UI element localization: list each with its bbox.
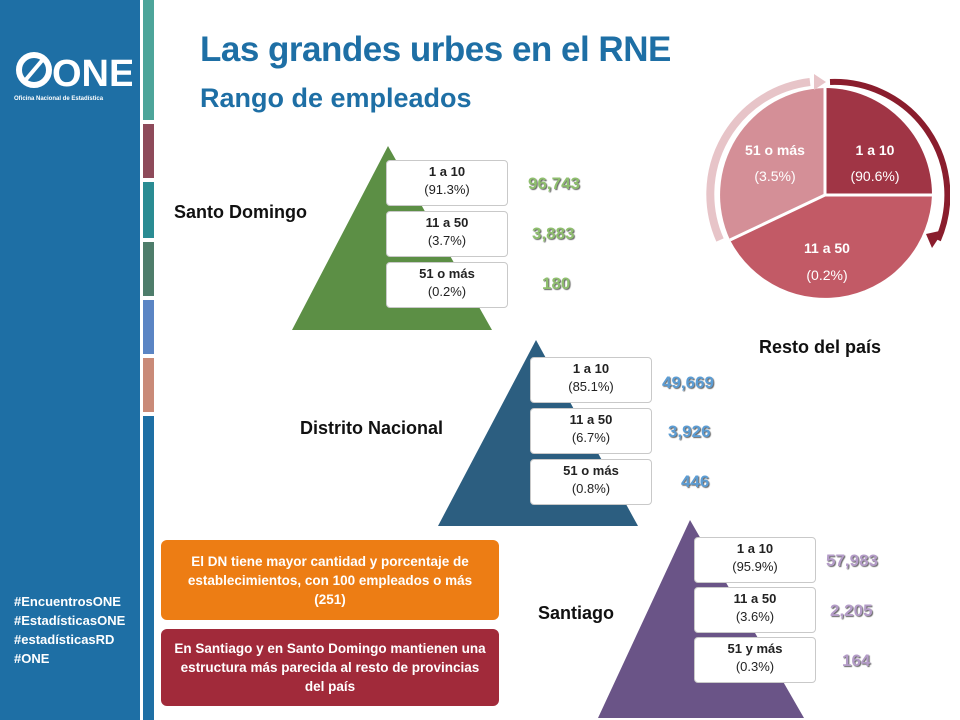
st-value-3: 164	[842, 651, 871, 670]
tier-range: 11 a 50	[733, 591, 777, 606]
pie-label-pct: (90.6%)	[850, 168, 899, 184]
color-strip	[143, 300, 154, 354]
note-red: En Santiago y en Santo Domingo mantienen…	[161, 629, 499, 706]
tier-range: 51 o más	[419, 266, 475, 281]
dn-tier-2: 11 a 50 (6.7%)	[530, 408, 652, 454]
note-orange: El DN tiene mayor cantidad y porcentaje …	[161, 540, 499, 620]
tier-pct: (95.9%)	[732, 559, 778, 574]
hashtag: #estadísticasRD	[14, 632, 115, 647]
dn-value-1: 49,669	[662, 373, 714, 392]
tier-pct: (6.7%)	[571, 430, 611, 445]
hashtag: #EstadísticasONE	[14, 613, 126, 628]
sd-tier-2: 11 a 50 (3.7%)	[386, 211, 508, 257]
st-tier-1: 1 a 10 (95.9%)	[694, 537, 816, 583]
santiago-label: Santiago	[538, 603, 615, 623]
tier-range: 1 a 10	[736, 541, 774, 556]
resto-pie: 1 a 10 (90.6%) 11 a 50 (0.2%) 51 o más (…	[706, 74, 950, 298]
tier-pct: (0.2%)	[427, 284, 467, 299]
color-strip	[143, 0, 154, 120]
tier-pct: (0.8%)	[571, 481, 611, 496]
santo-domingo-label: Santo Domingo	[174, 202, 307, 222]
sd-tier-1: 1 a 10 (91.3%)	[386, 160, 508, 206]
pie-label-range: 1 a 10	[856, 142, 895, 158]
hashtag: #EncuentrosONE	[14, 594, 121, 609]
sd-tier-3: 51 o más (0.2%)	[386, 262, 508, 308]
st-value-2: 2,205	[830, 601, 873, 620]
tier-pct: (91.3%)	[424, 182, 470, 197]
tier-range: 51 o más	[563, 463, 619, 478]
hashtag-list: #EncuentrosONE #EstadísticasONE #estadís…	[14, 592, 125, 668]
color-strip	[143, 358, 154, 412]
tier-pct: (3.6%)	[735, 609, 775, 624]
st-tier-2: 11 a 50 (3.6%)	[694, 587, 816, 633]
page-subtitle: Rango de empleados	[200, 83, 472, 113]
sidebar: ONE Oficina Nacional de Estadística #Enc…	[0, 0, 140, 720]
color-strip	[143, 242, 154, 296]
tier-range: 11 a 50	[569, 412, 613, 427]
dn-tier-3: 51 o más (0.8%)	[530, 459, 652, 505]
tier-pct: (3.7%)	[427, 233, 467, 248]
color-strip	[143, 182, 154, 238]
one-logo: ONE	[16, 52, 132, 95]
tier-range: 1 a 10	[428, 164, 466, 179]
tier-range: 11 a 50	[425, 215, 469, 230]
page-title: Las grandes urbes en el RNE	[200, 30, 671, 69]
tier-pct: (0.3%)	[735, 659, 775, 674]
hashtag: #ONE	[14, 651, 50, 666]
dn-value-2: 3,926	[668, 422, 711, 441]
pie-label-pct: (0.2%)	[806, 267, 847, 283]
sd-value-2: 3,883	[532, 224, 575, 243]
resto-label: Resto del país	[759, 337, 882, 357]
logo-text: ONE	[52, 53, 132, 95]
distrito-nacional-label: Distrito Nacional	[300, 418, 444, 438]
logo-subtext: Oficina Nacional de Estadística	[14, 96, 104, 102]
pie-label-range: 11 a 50	[804, 240, 850, 256]
tier-pct: (85.1%)	[568, 379, 614, 394]
st-tier-3: 51 y más (0.3%)	[694, 637, 816, 683]
dn-tier-1: 1 a 10 (85.1%)	[530, 357, 652, 403]
dn-value-3: 446	[681, 472, 710, 491]
pie-label-pct: (3.5%)	[754, 168, 795, 184]
st-value-1: 57,983	[826, 551, 878, 570]
pie-label-range: 51 o más	[745, 142, 805, 158]
sd-value-3: 180	[542, 274, 571, 293]
color-strip	[143, 124, 154, 178]
tier-range: 51 y más	[727, 641, 783, 656]
color-strip	[143, 416, 154, 720]
tier-range: 1 a 10	[572, 361, 610, 376]
sd-value-1: 96,743	[528, 174, 580, 193]
